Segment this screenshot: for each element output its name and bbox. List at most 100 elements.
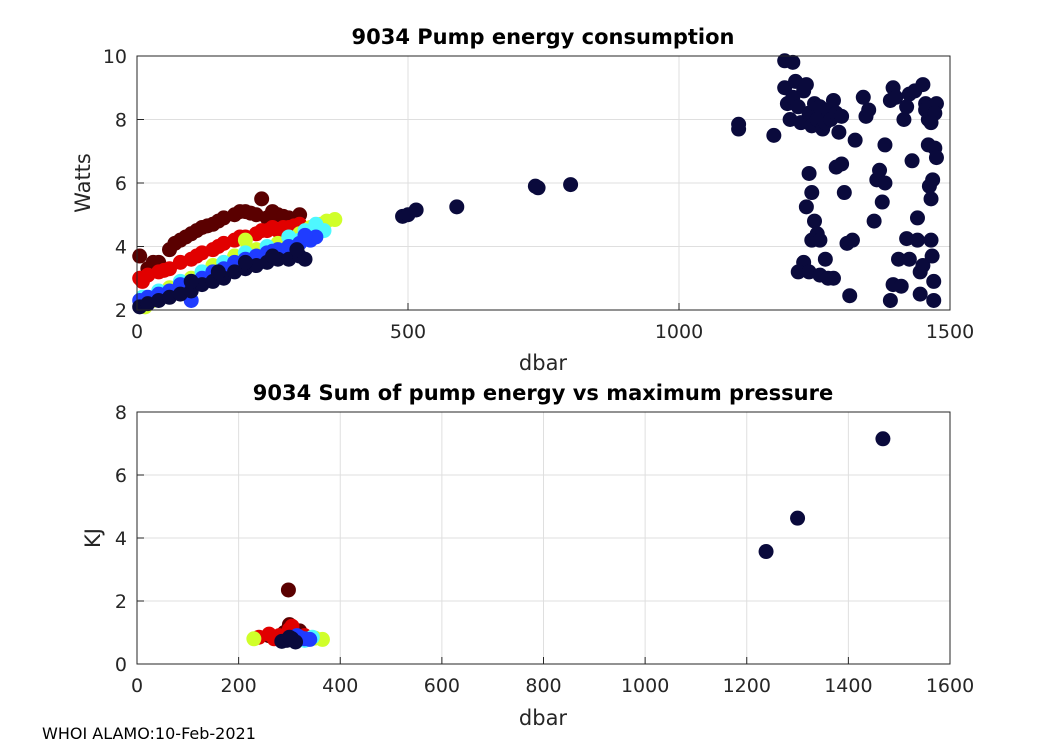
- energy-data-point: [923, 232, 939, 248]
- energy-data-point: [825, 270, 841, 286]
- energy-data-point: [899, 99, 915, 115]
- energy-data-point: [801, 165, 817, 181]
- energy-data-point: [265, 219, 280, 235]
- energy-data-point: [790, 264, 806, 280]
- energy-chart: 9034 Pump energy consumption 0 500 1000 150…: [71, 25, 974, 375]
- energy-data-point: [926, 292, 942, 308]
- energy-data-point: [183, 273, 199, 289]
- energy-data-point: [825, 92, 841, 108]
- energy-data-point: [766, 127, 782, 143]
- energy-data-point: [877, 175, 893, 191]
- energy-data-point: [926, 273, 942, 289]
- sum-y-tick-label: 8: [115, 402, 127, 424]
- sum-data-point: [281, 629, 297, 645]
- energy-x-tick-label: 1000: [655, 321, 703, 343]
- energy-data-point: [893, 278, 909, 294]
- energy-data-point: [812, 232, 828, 248]
- energy-data-point: [912, 286, 928, 302]
- energy-data-point: [237, 232, 253, 248]
- energy-data-point: [408, 202, 424, 218]
- sum-x-tick-label: 1400: [824, 675, 872, 697]
- energy-x-tick-label: 500: [390, 321, 426, 343]
- energy-data-point: [254, 191, 270, 207]
- energy-data-point: [156, 262, 172, 278]
- energy-data-point: [199, 218, 215, 234]
- energy-data-point: [882, 292, 898, 308]
- energy-data-point: [804, 185, 820, 201]
- energy-data-point: [861, 102, 877, 118]
- energy-data-point: [844, 232, 860, 248]
- energy-data-point: [923, 191, 939, 207]
- energy-data-point: [842, 288, 858, 304]
- sum-y-tick-label: 2: [115, 591, 127, 613]
- sum-x-tick-label: 200: [220, 675, 256, 697]
- sum-points: [246, 431, 891, 650]
- energy-data-point: [243, 205, 259, 221]
- sum-chart-title: 9034 Sum of pump energy vs maximum press…: [253, 381, 833, 405]
- energy-data-point: [289, 242, 305, 258]
- energy-data-point: [904, 153, 920, 169]
- energy-data-point: [891, 251, 907, 267]
- energy-data-point: [915, 258, 931, 274]
- energy-x-tick-label: 0: [131, 321, 143, 343]
- energy-data-point: [178, 229, 194, 245]
- energy-data-point: [834, 108, 850, 124]
- sum-data-point: [875, 431, 891, 447]
- energy-data-point: [909, 210, 925, 226]
- energy-data-point: [834, 156, 850, 172]
- sum-y-tick-label: 6: [115, 465, 127, 487]
- energy-data-point: [297, 227, 313, 243]
- energy-data-point: [928, 150, 944, 166]
- energy-data-point: [530, 180, 546, 196]
- sum-data-point: [246, 631, 262, 647]
- energy-points: [132, 53, 944, 315]
- footer-credit: WHOI ALAMO:10-Feb-2021: [42, 724, 256, 743]
- sum-y-tick-label: 4: [115, 528, 127, 550]
- energy-chart-title: 9034 Pump energy consumption: [352, 25, 735, 49]
- energy-y-tick-label: 2: [115, 300, 127, 322]
- energy-data-point: [925, 172, 941, 188]
- energy-y-tick-label: 4: [115, 237, 127, 259]
- energy-data-point: [836, 185, 852, 201]
- sum-data-point: [302, 631, 318, 647]
- energy-data-point: [817, 251, 833, 267]
- energy-data-point: [909, 232, 925, 248]
- energy-data-point: [210, 239, 226, 254]
- energy-data-point: [731, 116, 747, 132]
- energy-data-point: [798, 199, 814, 215]
- sum-x-tick-label: 0: [131, 675, 143, 697]
- sum-data-point: [280, 582, 296, 598]
- energy-data-point: [449, 199, 465, 215]
- energy-data-point: [275, 208, 291, 224]
- energy-data-point: [265, 248, 280, 264]
- sum-y-tick-label: 0: [115, 654, 127, 676]
- sum-x-tick-label: 600: [424, 675, 460, 697]
- energy-data-point: [807, 213, 822, 229]
- energy-data-point: [872, 162, 888, 178]
- energy-data-point: [563, 177, 579, 193]
- energy-data-point: [877, 137, 893, 153]
- energy-y-axis-label: Watts: [71, 153, 95, 213]
- energy-data-point: [874, 194, 890, 210]
- energy-data-point: [132, 248, 148, 264]
- energy-data-point: [785, 54, 801, 70]
- energy-data-point: [855, 89, 871, 105]
- sum-x-tick-label: 800: [525, 675, 561, 697]
- energy-y-tick-label: 10: [103, 46, 127, 68]
- sum-data-point: [790, 510, 806, 526]
- sum-y-axis-label: KJ: [81, 528, 105, 548]
- sum-x-tick-label: 1000: [621, 675, 669, 697]
- energy-data-point: [888, 89, 904, 105]
- energy-y-tick-label: 6: [115, 173, 127, 195]
- sum-x-tick-label: 1200: [723, 675, 771, 697]
- energy-data-point: [167, 235, 183, 251]
- sum-x-axis-label: dbar: [519, 706, 568, 730]
- energy-data-point: [189, 248, 205, 264]
- sum-x-tick-label: 1600: [926, 675, 974, 697]
- energy-x-tick-label: 1500: [926, 321, 974, 343]
- energy-data-point: [790, 99, 806, 115]
- energy-data-point: [134, 273, 150, 289]
- energy-data-point: [924, 248, 940, 264]
- energy-x-axis-label: dbar: [519, 351, 568, 375]
